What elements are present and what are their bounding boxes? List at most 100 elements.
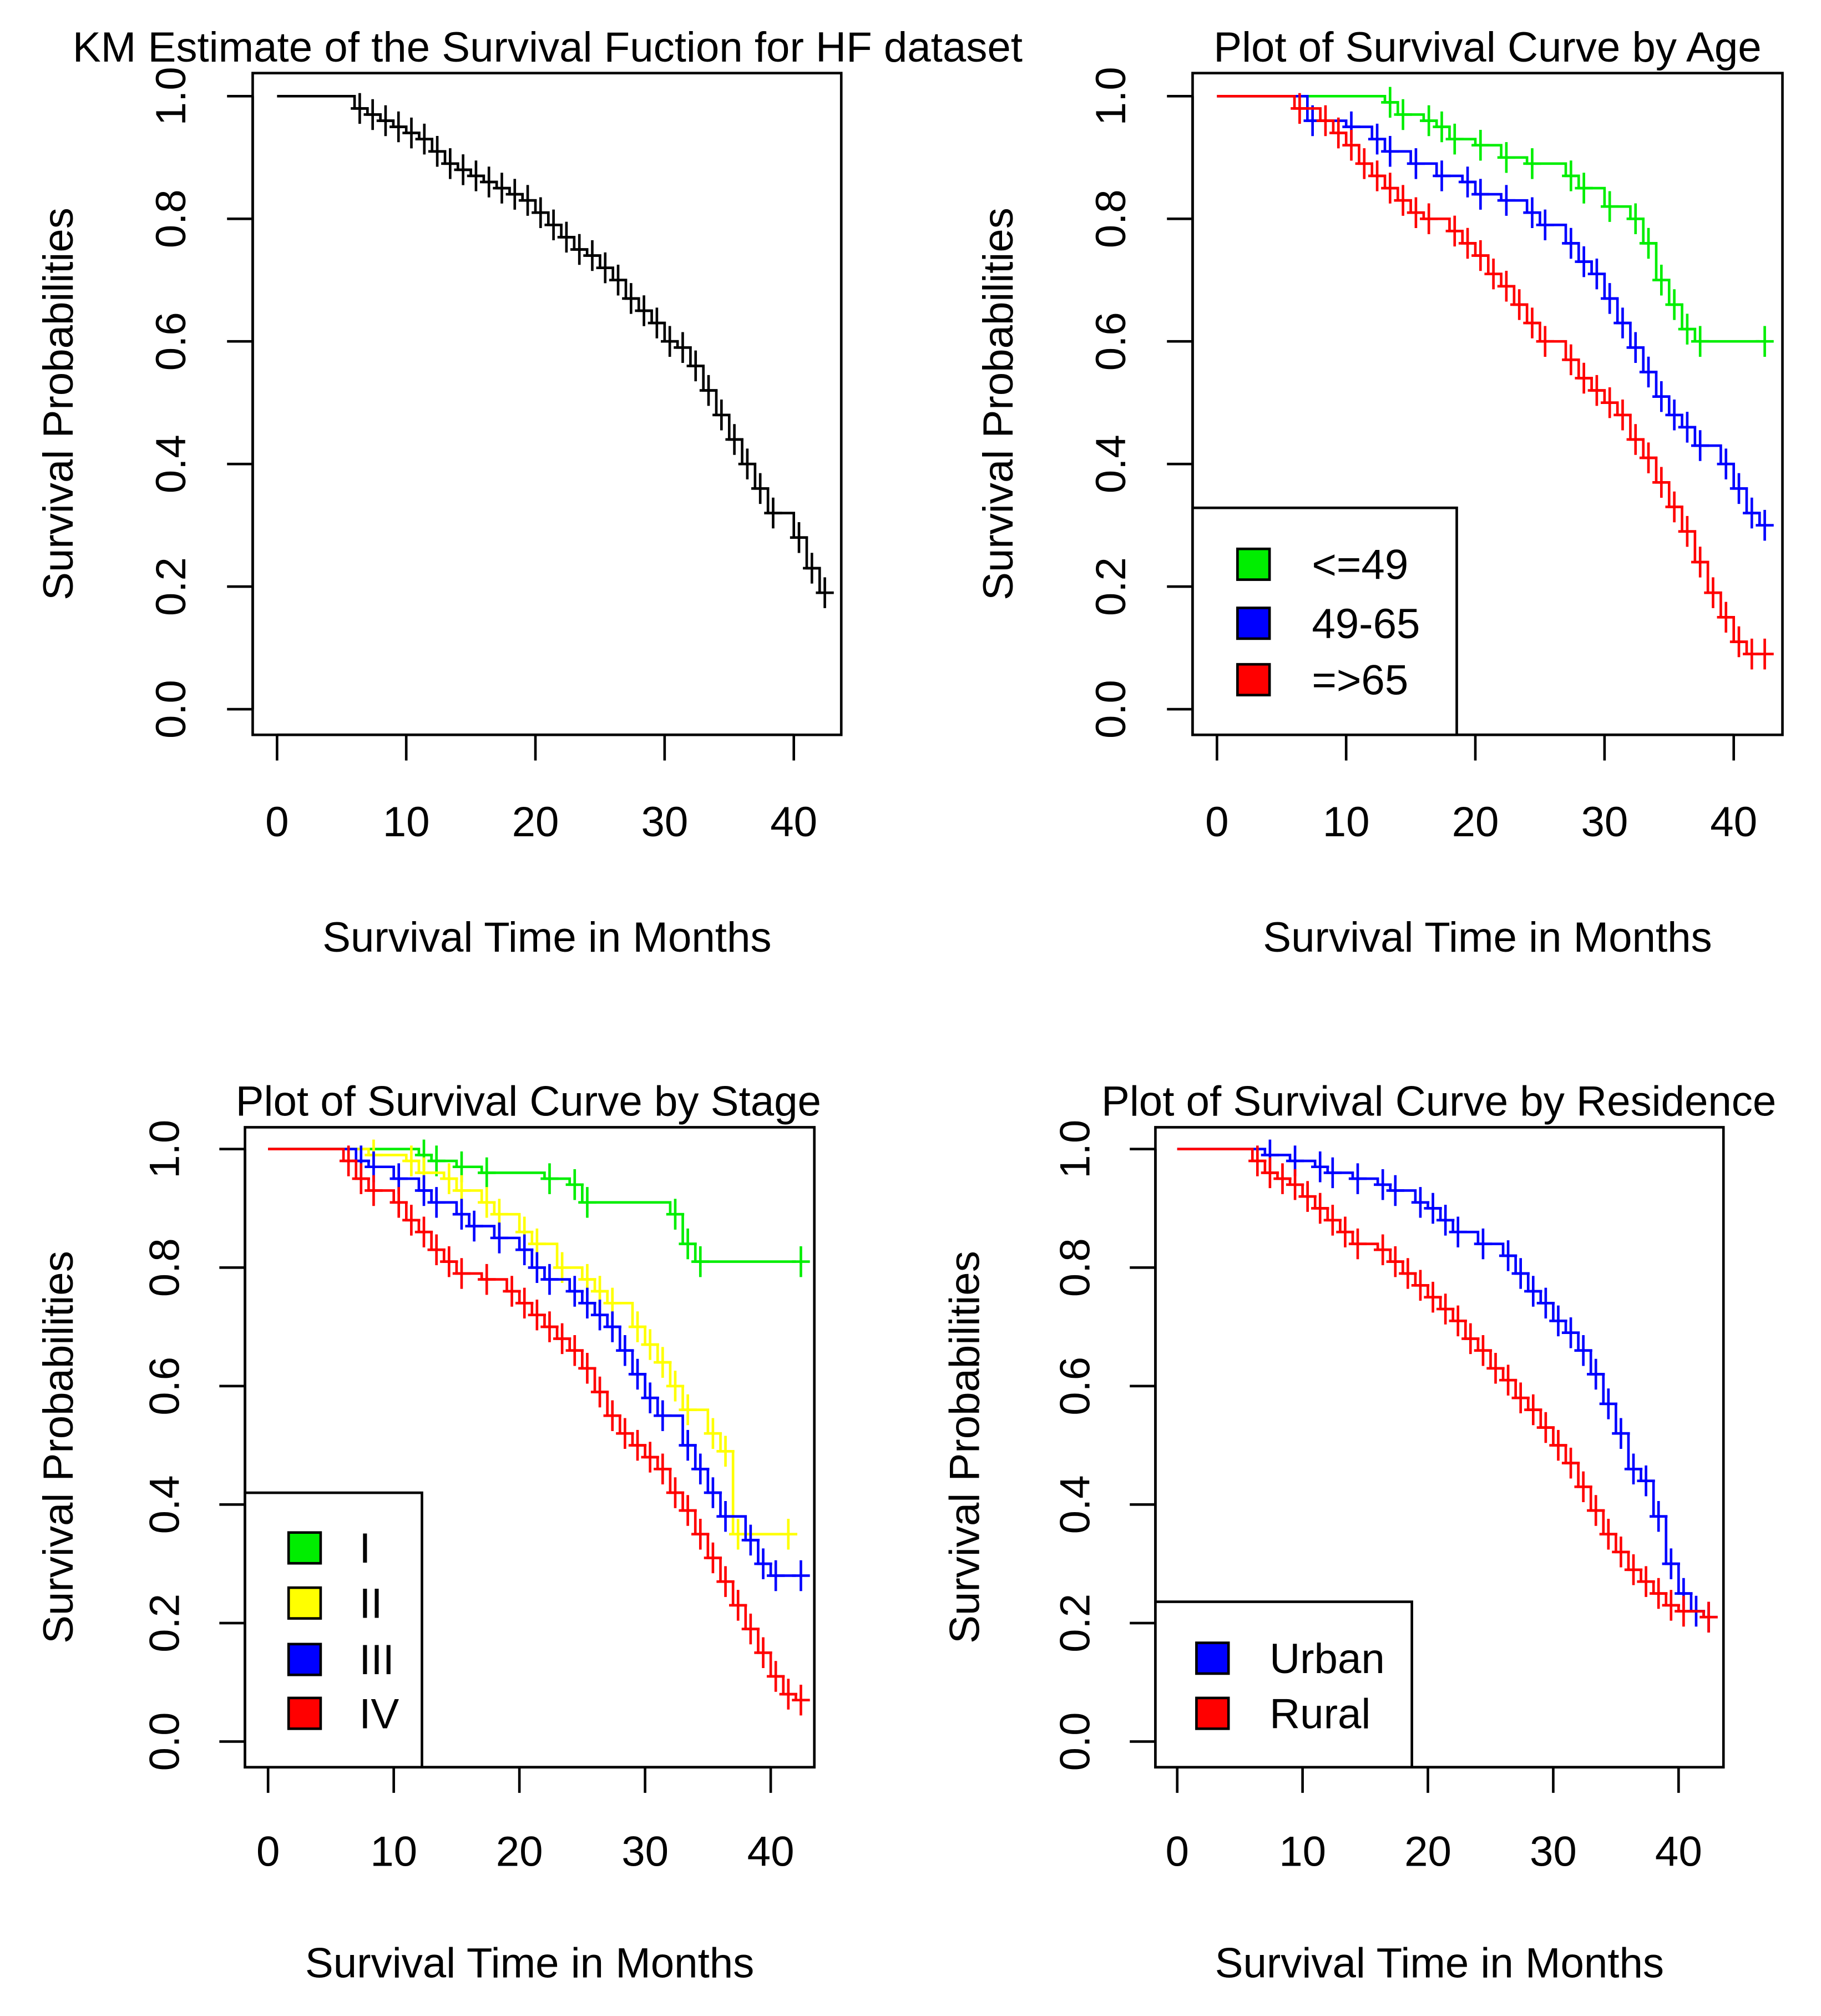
y-tick-label: 1.0 (1087, 67, 1135, 125)
censor-mark (480, 166, 498, 198)
censor-mark (478, 1157, 496, 1189)
censor-mark (622, 283, 640, 314)
y-tick-label: 1.0 (141, 1120, 189, 1179)
censor-mark (729, 1518, 747, 1550)
censor-mark (654, 1347, 672, 1378)
censor-mark (1291, 93, 1309, 124)
censor-mark (1665, 491, 1683, 523)
censor-mark (1386, 1175, 1404, 1206)
x-tick-label: 10 (383, 799, 430, 846)
censor-mark (1650, 1500, 1668, 1532)
legend-label: II (359, 1580, 382, 1628)
y-tick-label: 0.4 (141, 1475, 189, 1534)
chart-title: KM Estimate of the Survival Fuction for … (73, 24, 1023, 71)
y-tick-label: 0.8 (1052, 1238, 1099, 1297)
censor-mark (1374, 1169, 1392, 1200)
censor-mark (1411, 1187, 1430, 1218)
censor-mark (1699, 1601, 1718, 1633)
x-tick-label: 40 (1655, 1828, 1702, 1876)
censor-mark (565, 1335, 584, 1366)
censor-mark (1261, 1157, 1279, 1189)
censor-mark (716, 1566, 735, 1597)
censor-mark (679, 1495, 697, 1526)
censor-mark (1675, 1595, 1693, 1627)
censor-mark (766, 1560, 785, 1591)
censor-mark (1637, 1566, 1655, 1597)
legend-swatch (1195, 1696, 1230, 1730)
censor-mark (1311, 1193, 1329, 1224)
censor-mark (1536, 1287, 1555, 1319)
survival-curve (268, 1148, 783, 1536)
censor-mark (1510, 289, 1529, 320)
censor-mark (515, 1287, 534, 1319)
censor-mark (712, 400, 731, 431)
x-tick-label: 30 (1530, 1828, 1577, 1876)
censor-mark (792, 1684, 810, 1716)
censor-mark (628, 1358, 647, 1390)
chart-title: Plot of Survival Curve by Stage (236, 1078, 821, 1125)
x-tick-label: 40 (770, 799, 817, 846)
censor-mark (666, 1371, 685, 1402)
censor-mark (1407, 148, 1425, 179)
censor-mark (654, 1400, 672, 1431)
x-tick-label: 30 (621, 1828, 669, 1876)
censor-mark (339, 1145, 358, 1176)
censor-mark (1511, 1258, 1530, 1289)
legend-swatch (287, 1531, 322, 1565)
censor-mark (1561, 1447, 1580, 1479)
series-All (277, 93, 834, 608)
censor-mark (616, 1335, 634, 1366)
censor-mark (1424, 1193, 1442, 1224)
censor-mark (1497, 142, 1516, 173)
legend-swatch (287, 1696, 322, 1730)
censor-mark (1386, 1246, 1404, 1277)
censor-mark (365, 1175, 383, 1206)
censor-mark (454, 154, 472, 185)
censor-mark (1691, 326, 1709, 357)
censor-mark (390, 111, 408, 143)
censor-mark (1691, 547, 1709, 578)
y-tick-label: 0.2 (148, 557, 195, 616)
chart-panel-3: Plot of Survival Curve by Stage Survival … (35, 1078, 821, 1987)
censor-mark (1484, 258, 1503, 290)
censor-mark (1497, 185, 1516, 216)
x-tick-label: 30 (1581, 799, 1628, 846)
censor-mark (528, 1252, 547, 1283)
censor-mark (816, 577, 834, 608)
y-tick-label: 0.6 (1087, 312, 1135, 371)
censor-mark (1691, 430, 1709, 461)
censor-mark (1756, 638, 1774, 670)
censor-mark (544, 209, 563, 241)
censor-mark (1348, 1228, 1367, 1260)
censor-mark (414, 1216, 433, 1247)
y-tick-label: 0.8 (141, 1238, 189, 1297)
censor-mark (1486, 1353, 1505, 1384)
censor-mark (590, 1376, 609, 1408)
survival-curve (1217, 95, 1761, 526)
series-IV (268, 1145, 810, 1716)
censor-mark (427, 1187, 446, 1218)
censor-mark (691, 1246, 710, 1277)
censor-mark (1574, 1335, 1592, 1366)
censor-mark (1587, 1358, 1605, 1390)
legend-label: 49-65 (1312, 600, 1420, 648)
censor-mark (686, 350, 705, 382)
y-tick-label: 0.2 (1052, 1594, 1099, 1653)
censor-mark (1624, 1453, 1643, 1485)
censor-mark (603, 1311, 621, 1342)
censor-mark (1717, 602, 1735, 633)
y-tick-label: 0.4 (1052, 1475, 1099, 1534)
censor-mark (635, 295, 653, 326)
legend-label: Rural (1269, 1690, 1370, 1737)
censor-mark (1381, 173, 1399, 204)
censor-mark (1523, 197, 1541, 228)
x-tick-label: 40 (747, 1828, 795, 1876)
censor-mark (779, 1679, 797, 1710)
censor-mark (565, 1276, 584, 1307)
y-tick-label: 0.6 (141, 1357, 189, 1416)
censor-mark (427, 1145, 446, 1176)
censor-mark (1433, 111, 1451, 143)
censor-mark (1286, 1169, 1304, 1200)
series-<=49 (1217, 87, 1774, 357)
censor-mark (583, 240, 601, 271)
